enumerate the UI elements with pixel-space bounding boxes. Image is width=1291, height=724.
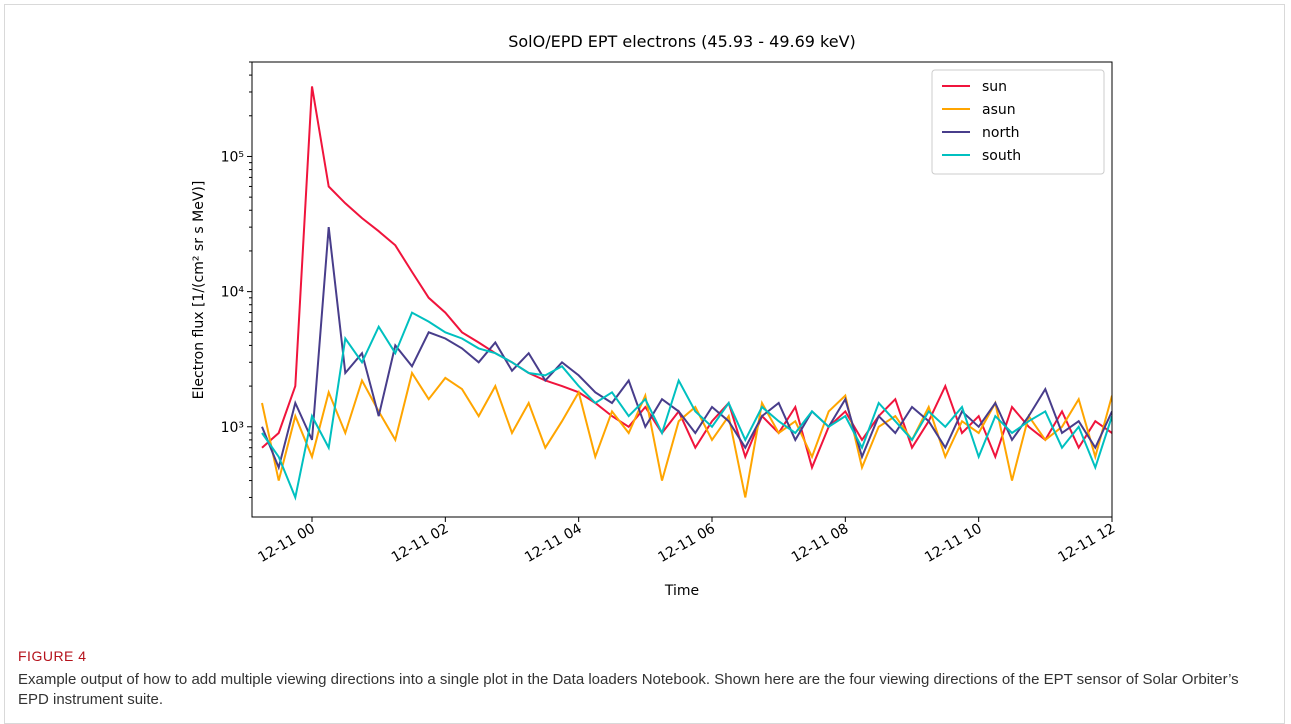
caption-text: Example output of how to add multiple vi…: [18, 671, 1239, 708]
legend-label: north: [982, 125, 1020, 141]
x-tick-label: 12-11 08: [789, 521, 852, 566]
x-tick-label: 12-11 00: [255, 521, 318, 566]
y-tick-label: 10⁵: [221, 149, 244, 165]
y-tick-label: 10⁴: [221, 285, 245, 301]
plot-frame: [251, 61, 1113, 518]
series-line: [261, 226, 1112, 471]
x-tick-label: 12-11 12: [1055, 521, 1118, 566]
figure-label: FIGURE 4: [18, 648, 87, 664]
series-line: [261, 370, 1112, 498]
chart: SolO/EPD EPT electrons (45.93 - 49.69 ke…: [191, 32, 1118, 599]
series-group: [261, 86, 1112, 501]
x-tick-label: 12-11 10: [922, 521, 985, 566]
y-tick-label: 10³: [221, 420, 244, 436]
y-axis-label: Electron flux [1/(cm² sr s MeV)]: [191, 181, 207, 400]
caption: FIGURE 4 Example output of how to add mu…: [18, 648, 1268, 710]
series-line: [261, 86, 1112, 471]
legend-box: [931, 69, 1105, 175]
x-axis-label: Time: [664, 583, 699, 599]
chart-title: SolO/EPD EPT electrons (45.93 - 49.69 ke…: [508, 32, 856, 51]
x-tick-label: 12-11 02: [389, 521, 452, 566]
x-tick-label: 12-11 06: [655, 521, 718, 566]
legend-label: south: [982, 148, 1021, 164]
legend-label: asun: [982, 102, 1016, 118]
legend-label: sun: [982, 79, 1007, 95]
series-line: [261, 311, 1112, 501]
x-tick-label: 12-11 04: [522, 521, 585, 566]
